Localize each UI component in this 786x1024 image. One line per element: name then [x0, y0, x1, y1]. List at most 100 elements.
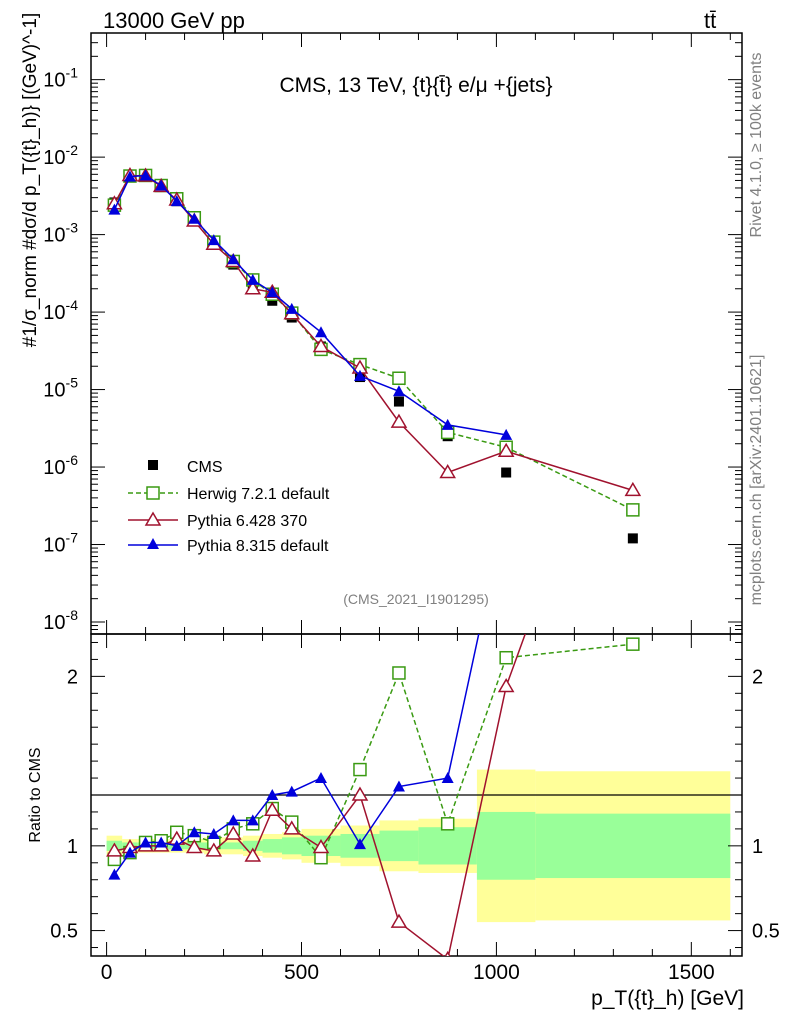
ratio-point-pythia8: [207, 827, 220, 839]
ratio-point-herwig: [499, 650, 513, 665]
legend-label-pythia6: Pythia 6.428 370: [187, 513, 307, 530]
ratio-point-herwig: [353, 762, 367, 777]
x-tick-label: 0: [101, 961, 113, 984]
ratio-point-pythia8: [392, 780, 405, 792]
data-point-pythia8: [207, 234, 220, 246]
y-tick-label: 10-3: [43, 220, 78, 247]
data-point-pythia6: [390, 413, 408, 428]
data-point-pythia8: [441, 418, 454, 430]
band-green-bin: [418, 827, 477, 865]
legend-marker-pythia8: [147, 538, 159, 549]
legend-marker-herwig: [146, 486, 160, 500]
ratio-line-herwig: [114, 643, 633, 861]
data-point-cms: [393, 396, 404, 407]
ratio-point-pythia8: [441, 772, 454, 784]
ratio-point-pythia8: [353, 838, 366, 850]
data-point-pythia8: [500, 428, 513, 440]
main-y-axis-label: #1/σ_norm #dσ/d p_T({t}_h)} [(GeV)^-1]: [20, 13, 41, 347]
x-tick-label: 500: [284, 961, 319, 984]
y-tick-label: 10-2: [43, 142, 78, 169]
ratio-point-pythia6: [106, 842, 123, 857]
ratio-y-tick-label: 1: [67, 836, 78, 858]
ratio-point-pythia6: [497, 678, 515, 693]
header-process: 13000 GeV pp: [103, 8, 245, 33]
ratio-point-pythia8: [285, 785, 298, 797]
ratio-point-pythia8: [155, 836, 168, 848]
band-green-bin: [282, 837, 302, 855]
x-tick-label: 1500: [668, 961, 715, 984]
ratio-point-pythia8: [188, 826, 201, 838]
y-tick-label: 10-5: [43, 375, 78, 402]
data-point-pythia6: [312, 337, 330, 353]
y-tick-exponent: -1: [66, 65, 79, 81]
data-point-cms: [627, 533, 638, 544]
header-final-state: tt̄: [704, 8, 716, 33]
ratio-y-tick-label: 1: [752, 836, 763, 858]
data-point-pythia8: [246, 273, 259, 285]
ratio-uncertainty-bands: [106, 769, 731, 923]
data-point-pythia8: [314, 326, 327, 338]
band-green-bin: [476, 811, 536, 880]
y-tick-exponent: -7: [66, 530, 79, 546]
data-point-pythia8: [108, 203, 121, 215]
band-green-bin: [535, 813, 731, 879]
ratio-y-axis-label: Ratio to CMS: [27, 747, 44, 842]
ratio-point-pythia6: [263, 801, 281, 817]
ratio-point-pythia6: [205, 842, 223, 857]
data-point-pythia8: [188, 212, 201, 224]
ratio-point-herwig: [314, 850, 328, 865]
ratio-point-pythia6: [244, 847, 262, 862]
data-point-pythia8: [266, 286, 279, 298]
data-point-pythia6: [497, 442, 515, 457]
y-tick-exponent: -5: [66, 375, 79, 391]
ratio-point-pythia8: [123, 846, 136, 858]
ratio-point-pythia6: [185, 839, 203, 854]
data-point-pythia8: [155, 179, 168, 191]
legend-label-herwig: Herwig 7.2.1 default: [187, 486, 330, 503]
y-tick-exponent: -2: [66, 142, 79, 158]
ratio-point-pythia8: [108, 868, 121, 880]
ratio-series: [106, 634, 640, 956]
x-axis-label: p_T({t}_h) [GeV]: [591, 987, 744, 1010]
band-green-bin: [223, 842, 244, 850]
ratio-point-pythia6: [390, 913, 408, 928]
data-point-pythia8: [227, 253, 240, 265]
chart-watermark: (CMS_2021_I1901295): [343, 591, 489, 607]
ratio-y-tick-label: 0.5: [50, 921, 78, 943]
data-point-pythia8: [285, 302, 298, 314]
data-point-cms: [501, 467, 512, 478]
y-tick-label: 10-7: [43, 530, 78, 557]
rivet-version-label: Rivet 4.1.0, ≥ 100k events: [748, 53, 765, 238]
series-line-pythia8: [113, 174, 507, 436]
data-point-pythia8: [353, 369, 366, 381]
ratio-point-pythia8: [227, 814, 240, 826]
legend-marker-pythia6: [144, 511, 162, 526]
y-tick-label: 10-4: [43, 297, 78, 324]
y-tick-exponent: -4: [66, 297, 79, 313]
ratio-point-pythia6: [224, 825, 242, 840]
data-point-pythia6: [439, 464, 456, 479]
ratio-y-tick-label: 0.5: [752, 921, 780, 943]
ratio-point-herwig: [626, 637, 640, 651]
band-green-bin: [243, 840, 263, 851]
y-tick-label: 10-8: [43, 607, 78, 634]
y-tick-exponent: -3: [66, 220, 79, 236]
ratio-point-pythia8: [266, 789, 279, 800]
y-tick-label: 10-6: [43, 452, 78, 479]
band-green-bin: [379, 830, 419, 862]
ratio-y-tick-label: 2: [752, 666, 763, 688]
legend-label-cms: CMS: [187, 459, 223, 476]
ratio-y-tick-label: 2: [67, 666, 78, 688]
ratio-point-pythia8: [139, 836, 152, 848]
chart-title: CMS, 13 TeV, {t}{t̄} e/μ +{jets}: [279, 74, 552, 97]
data-point-herwig: [626, 503, 640, 517]
band-green-bin: [262, 839, 283, 853]
data-point-pythia8: [392, 385, 405, 397]
ratio-point-pythia6: [351, 786, 369, 801]
data-point-herwig: [392, 371, 406, 385]
data-point-pythia8: [170, 195, 183, 207]
y-tick-label: 10-1: [43, 65, 78, 92]
ratio-point-herwig: [440, 817, 455, 831]
